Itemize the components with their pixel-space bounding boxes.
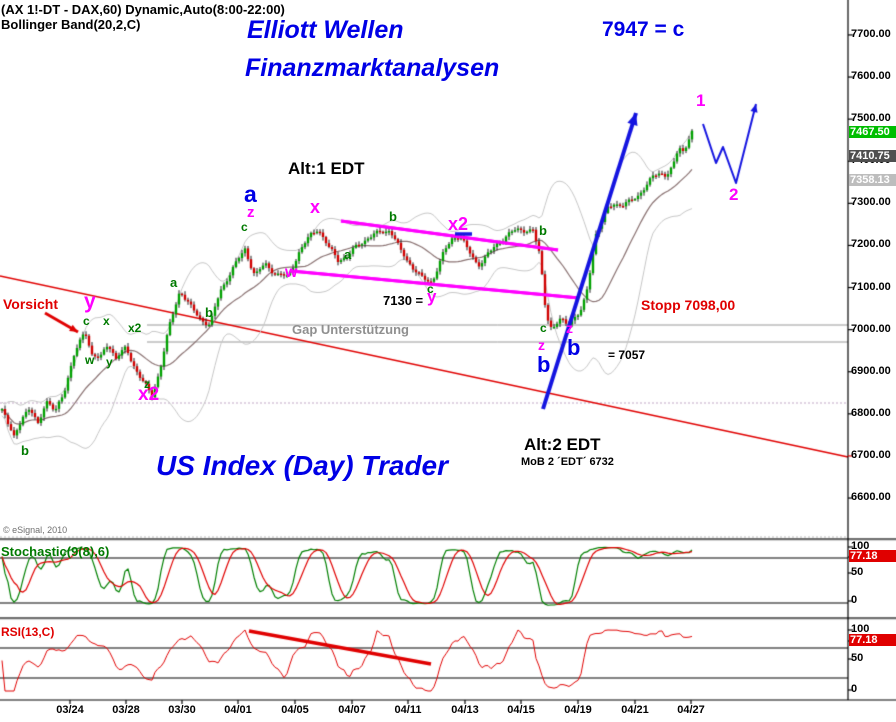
- wave-b-blue2[interactable]: b: [567, 335, 581, 360]
- date-label-04-15: 04/15: [507, 704, 535, 716]
- wave-z-mag3[interactable]: z: [566, 320, 573, 336]
- wave-w-mag[interactable]: w: [285, 264, 298, 281]
- price-tick-7600: 7600.00: [851, 70, 891, 83]
- price-marker-7358.13: 7358.13: [849, 174, 896, 186]
- wave-c-grn1[interactable]: c: [241, 220, 248, 234]
- date-label-04-07: 04/07: [338, 704, 366, 716]
- proj-2[interactable]: 2: [729, 185, 739, 204]
- study-title: Bollinger Band(20,2,C): [1, 17, 141, 32]
- wave-c-grn3[interactable]: c: [83, 314, 90, 328]
- title-line2[interactable]: Finanzmarktanalysen: [245, 54, 500, 82]
- level-7130[interactable]: 7130 =: [383, 293, 424, 308]
- stoch-tick-50: 50: [851, 566, 864, 578]
- rsi-tick-0: 0: [851, 683, 858, 695]
- date-label-04-19: 04/19: [564, 704, 592, 716]
- wave-a-grn2[interactable]: a: [170, 275, 178, 290]
- price-marker-7410.75: 7410.75: [849, 150, 896, 162]
- date-label-04-05: 04/05: [281, 704, 309, 716]
- wave-y-grn[interactable]: y: [106, 355, 113, 369]
- price-tick-6600: 6600.00: [851, 491, 891, 504]
- price-tick-7100: 7100.00: [851, 280, 891, 293]
- copyright[interactable]: © eSignal, 2010: [3, 525, 68, 535]
- date-label-03-28: 03/28: [112, 704, 140, 716]
- wave-b-grn4[interactable]: b: [21, 443, 29, 458]
- rsi-tick-77.18: 77.18: [849, 634, 896, 646]
- alt1-label[interactable]: Alt:1 EDT: [288, 159, 365, 178]
- date-label-04-13: 04/13: [451, 704, 479, 716]
- wave-x2-mag2[interactable]: x2: [138, 384, 160, 405]
- target-7947[interactable]: 7947 = c: [602, 18, 685, 41]
- price-marker-7467.50: 7467.50: [849, 126, 896, 138]
- date-label-04-21: 04/21: [621, 704, 649, 716]
- stoch-tick-100: 100: [851, 540, 870, 552]
- wave-x2-grn[interactable]: x2: [128, 321, 142, 335]
- rsi-tick-100: 100: [851, 623, 870, 635]
- date-label-03-24: 03/24: [56, 704, 84, 716]
- stoch-tick-77.18: 77.18: [849, 550, 896, 562]
- price-tick-7200: 7200.00: [851, 238, 891, 251]
- date-label-04-27: 04/27: [677, 704, 705, 716]
- wave-x-grn[interactable]: x: [103, 314, 110, 328]
- alt2-label[interactable]: Alt:2 EDT: [524, 435, 601, 454]
- rsi-study-label[interactable]: RSI(13,C): [1, 625, 55, 639]
- rsi-tick-50: 50: [851, 652, 864, 664]
- wave-b-grn2[interactable]: b: [539, 223, 547, 238]
- price-tick-6900: 6900.00: [851, 364, 891, 377]
- price-tick-7300: 7300.00: [851, 196, 891, 209]
- price-tick-6800: 6800.00: [851, 406, 891, 419]
- date-label-03-30: 03/30: [168, 704, 196, 716]
- wave-c-grn2[interactable]: c: [427, 282, 434, 296]
- wave-a-grn1[interactable]: a: [344, 247, 352, 262]
- wave-b-blue1[interactable]: b: [537, 352, 551, 377]
- price-tick-6700: 6700.00: [851, 448, 891, 461]
- wave-z-mag1[interactable]: z: [247, 204, 255, 221]
- wave-a-blue[interactable]: a: [244, 181, 257, 207]
- mob-label[interactable]: MoB 2 ´EDT´ 6732: [521, 456, 614, 468]
- wave-x-mag[interactable]: x: [310, 197, 321, 217]
- wave-b-grn3[interactable]: b: [205, 305, 213, 320]
- wave-x2-mag1[interactable]: x2: [448, 214, 469, 234]
- level-7130-y[interactable]: y: [427, 287, 437, 306]
- proj-1[interactable]: 1: [696, 91, 706, 110]
- us-index-title[interactable]: US Index (Day) Trader: [156, 450, 449, 481]
- stoch-tick-0: 0: [851, 594, 858, 606]
- wave-w-grn[interactable]: w: [85, 353, 95, 367]
- gap-support-label[interactable]: Gap Unterstützung: [292, 322, 409, 337]
- vorsicht-label[interactable]: Vorsicht: [3, 296, 58, 312]
- symbol-title: (AX 1!-DT - DAX,60) Dynamic,Auto(8:00-22…: [1, 2, 285, 17]
- price-tick-7700: 7700.00: [851, 27, 891, 40]
- date-label-04-01: 04/01: [224, 704, 252, 716]
- price-tick-7500: 7500.00: [851, 112, 891, 125]
- level-7057[interactable]: = 7057: [608, 348, 646, 362]
- wave-z-grn[interactable]: z: [144, 377, 150, 391]
- title-line1[interactable]: Elliott Wellen: [247, 16, 404, 44]
- date-label-04-11: 04/11: [394, 704, 422, 716]
- wave-y-mag[interactable]: y: [84, 290, 96, 313]
- stoch-study-label[interactable]: Stochastic(9(8),6): [1, 544, 110, 559]
- stop-label[interactable]: Stopp 7098,00: [641, 297, 736, 313]
- wave-c-grn4[interactable]: c: [540, 321, 547, 335]
- wave-b-grn1[interactable]: b: [389, 209, 397, 224]
- price-tick-7000: 7000.00: [851, 322, 891, 335]
- wave-z-mag2[interactable]: z: [538, 337, 545, 353]
